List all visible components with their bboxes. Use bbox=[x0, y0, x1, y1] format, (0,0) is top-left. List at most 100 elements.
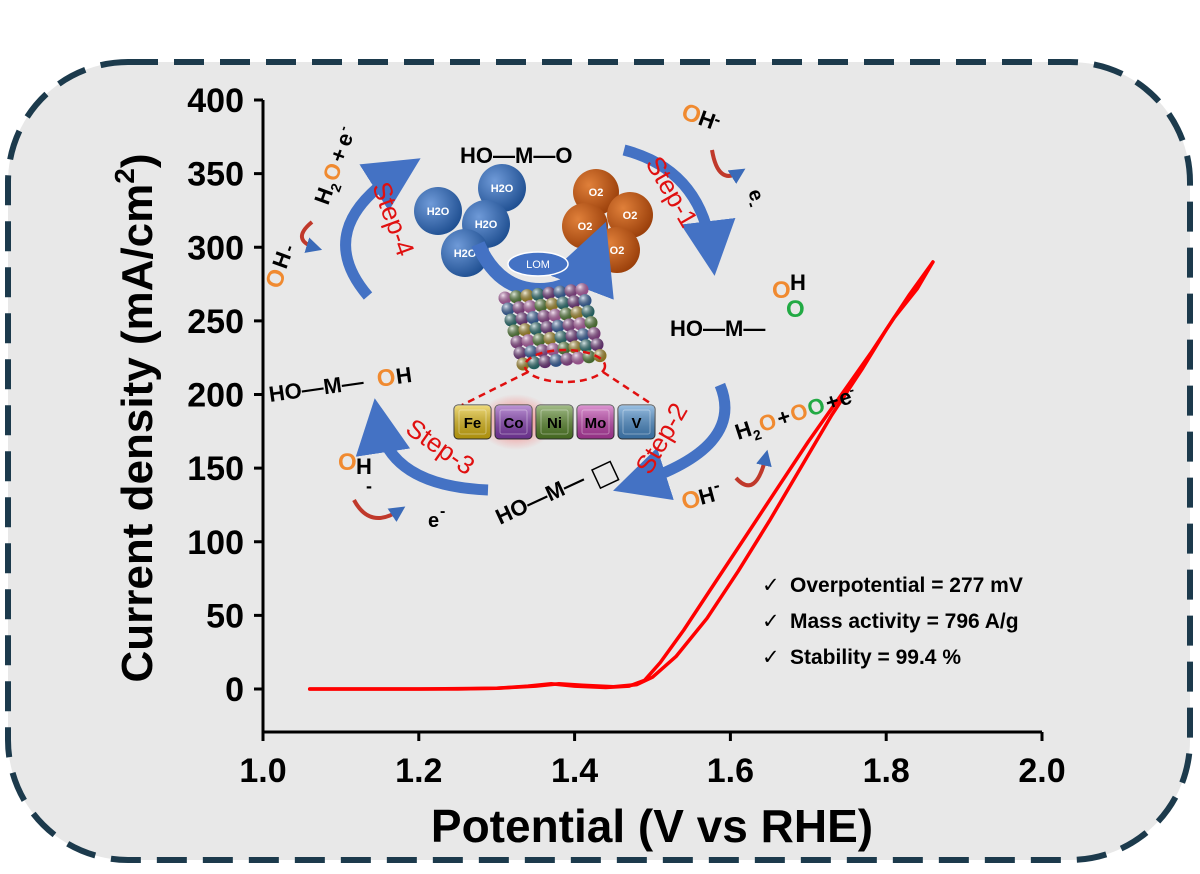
lattice-atom-shade bbox=[579, 339, 593, 353]
lom-badge bbox=[507, 251, 569, 277]
lattice-atom-shade bbox=[584, 316, 598, 330]
element-tiles: Fe Co Ni Mo V bbox=[453, 404, 656, 440]
element-symbol-ni: Ni bbox=[547, 415, 562, 432]
y-axis-label-close: ) bbox=[113, 154, 162, 169]
element-tile-shade bbox=[618, 405, 655, 439]
species-right-o-orange: O bbox=[772, 277, 791, 304]
element-tile-shade bbox=[495, 405, 532, 439]
element-tile-shade bbox=[536, 405, 573, 439]
lom-label: LOM bbox=[526, 259, 550, 271]
h2o-molecule bbox=[441, 229, 489, 277]
y-tick-label: 400 bbox=[187, 82, 244, 120]
element-symbol-v: V bbox=[631, 415, 641, 432]
annotation-mass-activity-check: ✓ bbox=[762, 610, 780, 633]
y-axis-label-superscript: 2 bbox=[109, 168, 140, 184]
x-tick-label: 1.6 bbox=[707, 752, 754, 790]
lattice-atom-shade bbox=[501, 302, 515, 316]
lattice-atom-shade bbox=[560, 352, 574, 366]
y-tick-label: 50 bbox=[206, 597, 244, 635]
o2-molecule bbox=[607, 192, 653, 238]
lattice-atom-shade bbox=[576, 328, 590, 342]
element-symbol-fe: Fe bbox=[464, 415, 482, 432]
y-tick-label: 100 bbox=[187, 524, 244, 562]
element-symbol-mo: Mo bbox=[585, 415, 607, 432]
lattice-atom-shade bbox=[512, 301, 526, 315]
h2o-label: H2O bbox=[454, 248, 477, 260]
step2-oh-minus: - bbox=[711, 475, 722, 496]
lattice-atom-shade bbox=[564, 284, 578, 298]
lattice-atom-shade bbox=[524, 345, 538, 359]
h2o-cluster: H2O H2O H2O H2O bbox=[414, 164, 526, 277]
o2-label: O2 bbox=[623, 210, 638, 222]
lattice-atom-shade bbox=[531, 287, 545, 301]
step3-curl-arrow bbox=[352, 498, 406, 522]
h2o-molecule bbox=[414, 187, 462, 235]
lattice-atom-shade bbox=[559, 307, 573, 321]
element-tile-shade bbox=[454, 405, 491, 439]
step4-curl-arrow bbox=[300, 220, 323, 253]
x-ticks: 1.0 1.2 1.4 1.6 1.8 2.0 bbox=[239, 732, 1066, 790]
lattice-atom-shade bbox=[543, 331, 557, 345]
lattice-atom-shade bbox=[587, 327, 601, 341]
x-axis-label: Potential (V vs RHE) bbox=[431, 800, 873, 852]
lattice-atom-shade bbox=[527, 356, 541, 370]
lattice-atom-shade bbox=[532, 333, 546, 347]
lattice-atom-shade bbox=[546, 342, 560, 356]
step3-oh-h: H bbox=[356, 454, 372, 479]
x-tick-label: 1.2 bbox=[395, 752, 442, 790]
x-tick-label: 1.8 bbox=[863, 752, 910, 790]
step-2-arrow bbox=[613, 382, 731, 501]
lattice-atom-shade bbox=[556, 296, 570, 310]
species-left-o: O bbox=[375, 364, 397, 393]
step-1-arrow bbox=[622, 144, 736, 276]
o2-label: O2 bbox=[589, 187, 604, 199]
lattice-atom-shade bbox=[570, 306, 584, 320]
lattice-atom-shade bbox=[567, 295, 581, 309]
species-left-h: H bbox=[394, 362, 413, 389]
element-tile-bevel bbox=[622, 409, 651, 435]
lattice-atom-shade bbox=[534, 298, 548, 312]
step3-oh-minus: - bbox=[366, 476, 372, 496]
y-axis-label: Current density (mA/cm2) bbox=[109, 154, 162, 683]
step2-curl-arrow bbox=[734, 449, 772, 488]
lattice-atom-shade bbox=[554, 330, 568, 344]
lattice-atom-shade bbox=[553, 285, 567, 299]
h2o-label: H2O bbox=[491, 183, 514, 195]
element-tile-shade bbox=[577, 405, 614, 439]
panel-border bbox=[5, 59, 1193, 863]
step3-e: e bbox=[428, 510, 439, 532]
step2-oh-h: H bbox=[696, 482, 718, 510]
step2-e-minus: - bbox=[847, 381, 857, 398]
lattice-atom-shade bbox=[575, 283, 589, 297]
annotation-overpotential: Overpotential = 277 mV bbox=[790, 574, 1023, 597]
annotation-stability: Stability = 99.4 % bbox=[790, 646, 961, 669]
step3-oh-o: O bbox=[338, 449, 357, 476]
lattice-atom-shade bbox=[573, 317, 587, 331]
step3-e-minus: - bbox=[440, 503, 445, 520]
o2-label: O2 bbox=[578, 221, 593, 233]
y-tick-label: 250 bbox=[187, 303, 244, 341]
step2-h2o-h: H bbox=[732, 416, 755, 445]
lattice-atom-shade bbox=[515, 312, 529, 326]
crystal-lattice bbox=[498, 283, 607, 371]
zoom-line-right bbox=[602, 370, 654, 407]
y-tick-label: 350 bbox=[187, 156, 244, 194]
lattice-atom-shade bbox=[504, 313, 518, 327]
lattice-atom-shade bbox=[571, 351, 585, 365]
element-tile-bevel bbox=[499, 409, 528, 435]
lattice-atom-shade bbox=[540, 320, 554, 334]
curves bbox=[307, 260, 935, 691]
zoom-ellipse bbox=[523, 348, 607, 384]
lattice-atom-shade bbox=[545, 297, 559, 311]
lattice-atom-shade bbox=[593, 349, 607, 363]
series-line-reverse bbox=[307, 260, 935, 691]
lattice-atom-shade bbox=[562, 318, 576, 332]
axes: 1.0 1.2 1.4 1.6 1.8 2.0 0 50 100 150 200 250 300 350… bbox=[187, 82, 1065, 790]
o2-label: O2 bbox=[610, 245, 625, 257]
step-3-arrow bbox=[355, 398, 489, 496]
lattice-atom-shade bbox=[498, 291, 512, 305]
annotation-overpotential-check: ✓ bbox=[762, 574, 780, 597]
element-tile-bevel bbox=[581, 409, 610, 435]
lattice-atom-shade bbox=[538, 355, 552, 369]
